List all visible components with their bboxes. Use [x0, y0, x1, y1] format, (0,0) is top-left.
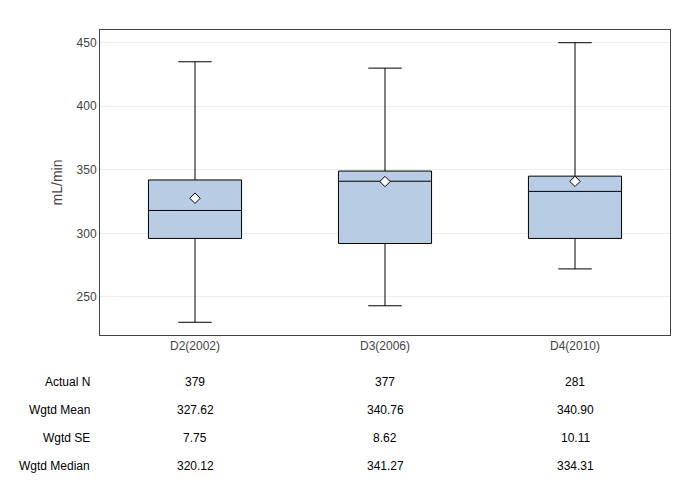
svg-text:340.76: 340.76	[367, 403, 404, 417]
svg-text:7.75: 7.75	[183, 431, 207, 445]
svg-text:341.27: 341.27	[367, 459, 404, 473]
svg-text:D2(2002): D2(2002)	[170, 339, 220, 353]
svg-text:377: 377	[375, 375, 395, 389]
svg-text:320.12: 320.12	[177, 459, 214, 473]
svg-text:340.90: 340.90	[557, 403, 594, 417]
svg-text:327.62: 327.62	[177, 403, 214, 417]
svg-text:300: 300	[77, 227, 97, 241]
svg-text:450: 450	[77, 36, 97, 50]
svg-text:mL/min: mL/min	[49, 160, 65, 206]
svg-text:D4(2010): D4(2010)	[550, 339, 600, 353]
svg-text:Wgtd Mean: Wgtd Mean	[29, 403, 90, 417]
svg-text:10.11: 10.11	[561, 431, 590, 445]
svg-text:Wgtd Median: Wgtd Median	[19, 459, 90, 473]
svg-text:400: 400	[77, 99, 97, 113]
svg-text:379: 379	[185, 375, 205, 389]
svg-text:350: 350	[77, 163, 97, 177]
svg-text:250: 250	[77, 290, 97, 304]
svg-text:D3(2006): D3(2006)	[360, 339, 410, 353]
svg-text:Actual N: Actual N	[45, 375, 90, 389]
svg-text:8.62: 8.62	[373, 431, 397, 445]
svg-text:281: 281	[565, 375, 585, 389]
svg-text:334.31: 334.31	[557, 459, 594, 473]
svg-text:Wgtd SE: Wgtd SE	[43, 431, 90, 445]
